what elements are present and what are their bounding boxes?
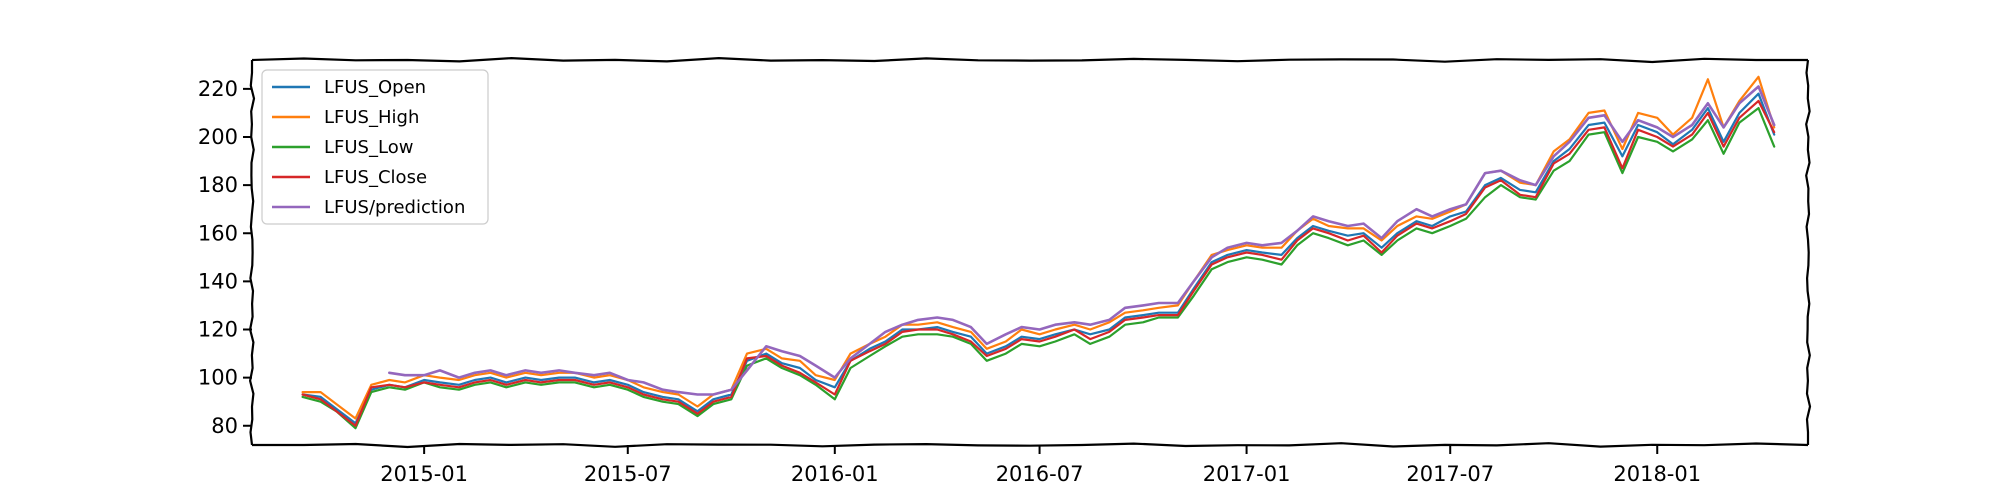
y-tick-label: 180: [198, 173, 238, 197]
y-tick-label: 100: [198, 366, 238, 390]
y-axis: 80 100 120 140 160 180 200 220: [198, 77, 252, 438]
series-line-lfus-low: [301, 107, 1776, 430]
series-line-lfus-prediction: [388, 85, 1776, 396]
legend-entry: LFUS/prediction: [324, 197, 465, 218]
y-tick-label: 80: [211, 414, 238, 438]
legend-entry: LFUS_Open: [324, 77, 426, 98]
x-axis: 2015-01 2015-07 2016-01 2016-07 2017-01 2017-…: [380, 445, 1701, 486]
series-line-lfus-open: [301, 92, 1776, 425]
x-tick-label: 2017-01: [1203, 462, 1291, 486]
axes-frame: [248, 56, 1812, 449]
y-tick-label: 200: [198, 125, 238, 149]
legend: LFUS_Open LFUS_High LFUS_Low LFUS_Close LFUS…: [261, 69, 489, 225]
y-tick-label: 160: [198, 221, 238, 245]
x-tick-label: 2016-07: [996, 462, 1084, 486]
y-tick-label: 140: [198, 269, 238, 293]
x-tick-label: 2018-01: [1613, 462, 1701, 486]
series-line-lfus-close: [301, 99, 1776, 427]
x-tick-label: 2017-07: [1406, 462, 1494, 486]
legend-entry: LFUS_Close: [324, 167, 427, 188]
x-tick-label: 2016-01: [791, 462, 879, 486]
x-tick-label: 2015-01: [380, 462, 468, 486]
legend-box: [261, 69, 489, 225]
series-line-lfus-high: [301, 75, 1776, 420]
x-tick-label: 2015-07: [584, 462, 672, 486]
legend-entry: LFUS_Low: [324, 137, 413, 158]
legend-entry: LFUS_High: [324, 107, 419, 128]
y-tick-label: 120: [198, 318, 238, 342]
y-tick-label: 220: [198, 77, 238, 101]
plot-area: [301, 75, 1776, 430]
